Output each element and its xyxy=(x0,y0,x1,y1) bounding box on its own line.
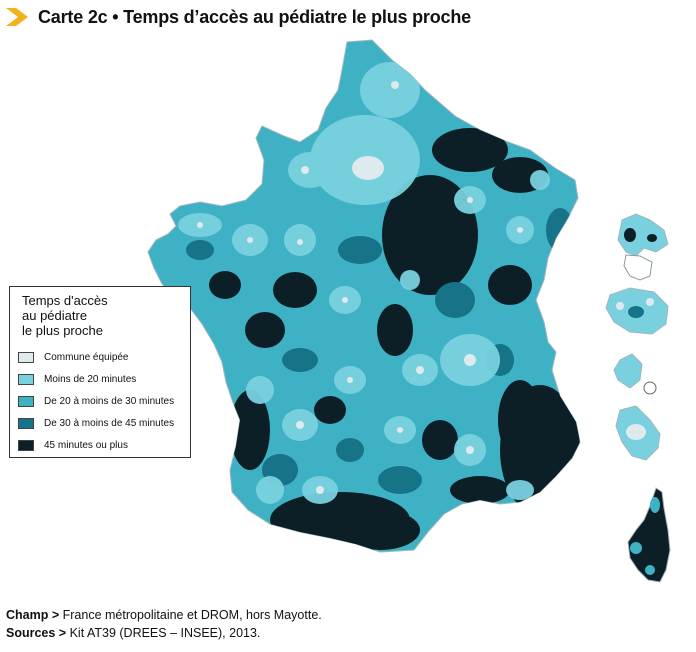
legend-title: Temps d'accès au pédiatre le plus proche xyxy=(22,293,108,338)
martinique xyxy=(613,353,643,389)
small-island xyxy=(643,381,657,395)
legend-label: Moins de 20 minutes xyxy=(44,373,137,385)
legend-label: De 20 à moins de 30 minutes xyxy=(44,395,175,407)
chevron-icon xyxy=(6,8,28,26)
sources-label: Sources > xyxy=(6,626,67,640)
legend-swatch xyxy=(18,373,34,385)
legend-item: De 20 à moins de 30 minutes xyxy=(18,390,182,412)
champ-label: Champ > xyxy=(6,608,60,622)
legend-items: Commune équipée Moins de 20 minutes De 20 … xyxy=(18,346,182,456)
map-area xyxy=(0,30,696,600)
legend-label: De 30 à moins de 45 minutes xyxy=(44,417,175,429)
legend-label: Commune équipée xyxy=(44,351,129,363)
legend-item: De 30 à moins de 45 minutes xyxy=(18,412,182,434)
guadeloupe xyxy=(617,213,669,257)
legend-swatch xyxy=(18,417,34,429)
legend-label: 45 minutes ou plus xyxy=(44,439,128,451)
sources-line: Sources > Kit AT39 (DREES – INSEE), 2013… xyxy=(6,624,322,642)
page-title: Carte 2c • Temps d’accès au pédiatre le … xyxy=(38,6,471,27)
corsica xyxy=(627,487,671,583)
guadeloupe-south xyxy=(623,254,653,281)
legend-swatch xyxy=(18,351,34,363)
france-map xyxy=(147,39,671,583)
footer: Champ > France métropolitaine et DROM, h… xyxy=(6,606,322,642)
champ-line: Champ > France métropolitaine et DROM, h… xyxy=(6,606,322,624)
legend-item: 45 minutes ou plus xyxy=(18,434,182,456)
legend-item: Moins de 20 minutes xyxy=(18,368,182,390)
guyane-accents xyxy=(626,424,646,440)
champ-text: France métropolitaine et DROM, hors Mayo… xyxy=(59,608,322,622)
corsica-accents xyxy=(630,497,660,575)
map-legend: Temps d'accès au pédiatre le plus proche… xyxy=(9,286,191,458)
legend-swatch xyxy=(18,439,34,451)
sources-text: Kit AT39 (DREES – INSEE), 2013. xyxy=(66,626,261,640)
legend-item: Commune équipée xyxy=(18,346,182,368)
legend-swatch xyxy=(18,395,34,407)
reunion-accents xyxy=(616,298,654,318)
title-row: Carte 2c • Temps d’accès au pédiatre le … xyxy=(6,4,471,30)
guadeloupe-accents xyxy=(624,228,657,242)
